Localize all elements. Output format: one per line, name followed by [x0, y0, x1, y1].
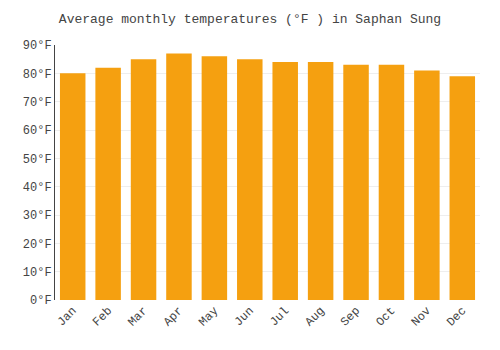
svg-text:40°F: 40°F	[23, 181, 52, 195]
svg-text:Mar: Mar	[125, 304, 150, 329]
svg-text:Feb: Feb	[90, 304, 115, 329]
svg-text:Apr: Apr	[161, 304, 186, 329]
svg-text:10°F: 10°F	[23, 266, 52, 280]
svg-text:50°F: 50°F	[23, 153, 52, 167]
svg-text:60°F: 60°F	[23, 124, 52, 138]
svg-text:May: May	[196, 304, 221, 329]
svg-text:70°F: 70°F	[23, 96, 52, 110]
svg-text:Nov: Nov	[409, 304, 434, 329]
svg-text:0°F: 0°F	[30, 294, 52, 308]
svg-text:Dec: Dec	[444, 304, 469, 329]
svg-text:Average monthly temperatures (: Average monthly temperatures (°F ) in Sa…	[59, 12, 441, 27]
svg-text:Oct: Oct	[373, 304, 398, 329]
svg-text:Aug: Aug	[303, 304, 328, 329]
svg-text:80°F: 80°F	[23, 68, 52, 82]
svg-text:20°F: 20°F	[23, 238, 52, 252]
svg-text:Jan: Jan	[55, 304, 80, 329]
svg-text:Sep: Sep	[338, 304, 363, 329]
svg-text:Jul: Jul	[267, 304, 292, 329]
svg-text:30°F: 30°F	[23, 209, 52, 223]
svg-text:90°F: 90°F	[23, 39, 52, 53]
svg-text:Jun: Jun	[232, 304, 257, 329]
